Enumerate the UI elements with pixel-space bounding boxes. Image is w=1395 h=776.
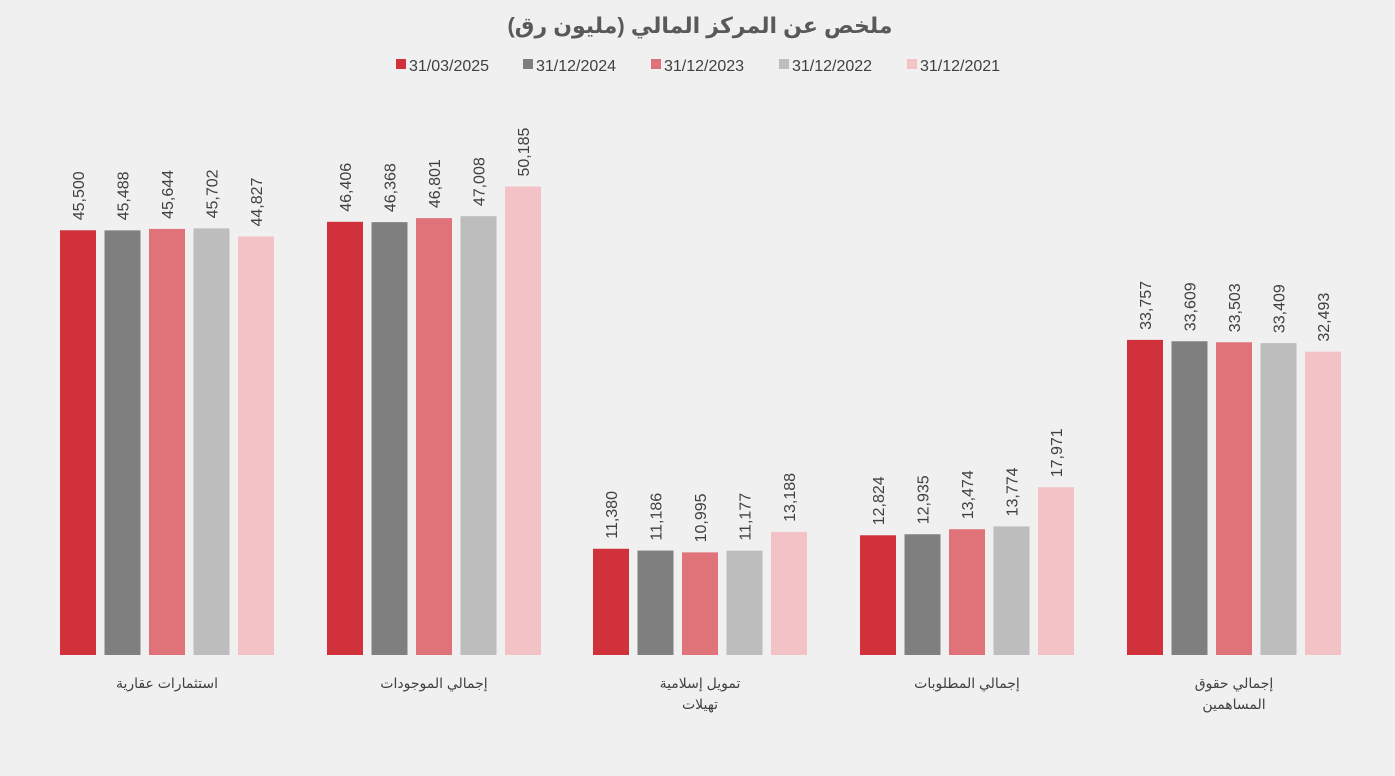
- data-label: 13,188: [782, 473, 799, 522]
- data-label: 13,474: [960, 470, 977, 519]
- data-label: 46,406: [338, 163, 355, 212]
- data-label: 46,801: [427, 159, 444, 208]
- data-label: 32,493: [1316, 293, 1333, 342]
- category-labels-group: استثمارات عقارية إجمالي الموجودات تمويل إس…: [116, 675, 1273, 713]
- bar: [993, 526, 1030, 655]
- category-label: تهيلات: [682, 696, 718, 713]
- bar: [1216, 342, 1252, 655]
- data-labels-group: 45,500 45,488 45,644 45,702 44,827 46,406 46,3…: [71, 127, 1333, 542]
- bar: [193, 228, 230, 655]
- data-label: 12,824: [871, 476, 888, 525]
- bar: [904, 534, 941, 655]
- legend: 31/03/2025 31/12/2024 31/12/2023 31/12/2022…: [396, 58, 1000, 75]
- legend-swatch: [779, 59, 789, 69]
- category-label: المساهمين: [1202, 696, 1265, 713]
- bar: [238, 236, 274, 655]
- data-label: 12,935: [916, 475, 933, 524]
- bars-group: [60, 186, 1341, 656]
- data-label: 46,368: [383, 163, 400, 212]
- bar: [726, 550, 763, 655]
- bar: [1171, 341, 1208, 655]
- bar: [593, 548, 629, 655]
- legend-label: 31/12/2024: [536, 58, 616, 75]
- legend-swatch: [907, 59, 917, 69]
- bar: [104, 230, 141, 656]
- data-label: 45,500: [71, 171, 88, 220]
- category-label: تمويل إسلامية: [660, 675, 741, 692]
- bar: [860, 535, 896, 655]
- data-label: 44,827: [249, 178, 266, 227]
- bar: [1038, 487, 1074, 655]
- data-label: 47,008: [472, 157, 489, 206]
- data-label: 17,971: [1049, 428, 1066, 477]
- data-label: 10,995: [693, 493, 710, 542]
- category-label: إجمالي حقوق: [1195, 675, 1274, 692]
- category-label: إجمالي الموجودات: [380, 675, 488, 692]
- data-label: 45,488: [116, 171, 133, 220]
- data-label: 45,644: [160, 170, 177, 219]
- data-label: 50,185: [516, 127, 533, 176]
- bar: [682, 552, 718, 655]
- bar: [460, 216, 497, 656]
- bar: [637, 550, 674, 655]
- legend-swatch: [651, 59, 661, 69]
- legend-swatch: [396, 59, 406, 69]
- bar: [1127, 339, 1163, 655]
- legend-label: 31/12/2022: [792, 58, 872, 75]
- bar: [1260, 343, 1297, 655]
- bar: [1305, 351, 1341, 655]
- bar: [771, 531, 807, 655]
- bar: [949, 529, 985, 655]
- data-label: 33,503: [1227, 283, 1244, 332]
- data-label: 33,409: [1272, 284, 1289, 333]
- bar: [60, 230, 96, 655]
- data-label: 11,186: [649, 493, 666, 541]
- legend-label: 31/12/2023: [664, 58, 744, 75]
- bar: [505, 186, 541, 656]
- data-label: 13,774: [1005, 467, 1022, 516]
- bar: [149, 228, 185, 655]
- data-label: 11,380: [604, 491, 621, 539]
- legend-swatch: [523, 59, 533, 69]
- category-label: إجمالي المطلوبات: [914, 675, 1020, 692]
- bar: [371, 222, 408, 655]
- data-label: 33,609: [1183, 282, 1200, 331]
- bar: [416, 218, 452, 655]
- legend-label: 31/03/2025: [409, 58, 489, 75]
- chart-title: ملخص عن المركز المالي (مليون رق): [507, 13, 892, 39]
- bar: [327, 221, 363, 655]
- data-label: 33,757: [1138, 281, 1155, 330]
- legend-label: 31/12/2021: [920, 58, 1000, 75]
- category-label: استثمارات عقارية: [116, 675, 218, 692]
- data-label: 45,702: [205, 169, 222, 218]
- data-label: 11,177: [738, 493, 755, 541]
